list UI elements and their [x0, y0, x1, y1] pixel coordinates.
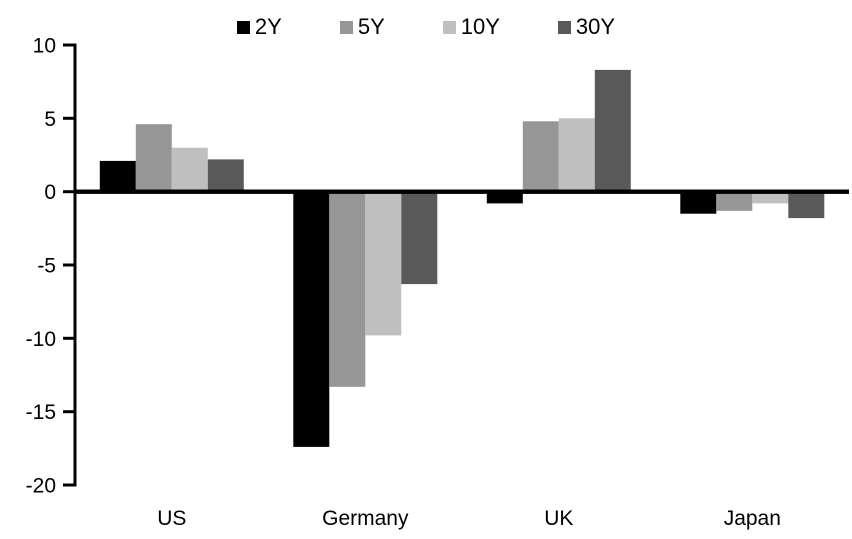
bar-japan-30y — [788, 191, 825, 219]
legend-swatch-30y — [557, 20, 571, 34]
y-axis-tick — [63, 336, 77, 340]
y-axis-tick-label: -10 — [26, 328, 56, 351]
zero-baseline — [73, 189, 849, 194]
y-axis-tick-label: -20 — [26, 475, 56, 498]
category-label-japan: Japan — [724, 507, 781, 530]
category-label-us: US — [157, 507, 186, 530]
legend-item-5y: 5Y — [339, 14, 385, 39]
chart-legend: 2Y 5Y 10Y 30Y — [0, 16, 852, 38]
legend-label-5y: 5Y — [357, 14, 385, 39]
legend-item-30y: 30Y — [557, 14, 616, 39]
legend-label-10y: 10Y — [460, 14, 500, 39]
bar-germany-10y — [365, 191, 402, 336]
bar-us-30y — [207, 159, 244, 192]
bar-uk-5y — [522, 121, 559, 192]
y-axis-tick — [63, 190, 77, 194]
category-label-germany: Germany — [322, 507, 409, 530]
y-axis-tick-label: 0 — [44, 181, 56, 204]
legend-label-30y: 30Y — [575, 14, 616, 39]
y-axis-tick-label: -15 — [26, 401, 56, 424]
y-axis-tick-label: 10 — [33, 35, 56, 58]
bar-japan-2y — [680, 191, 717, 214]
legend-swatch-10y — [442, 20, 456, 34]
bar-germany-30y — [401, 191, 438, 285]
y-axis-tick — [63, 116, 77, 120]
category-label-uk: UK — [544, 507, 573, 530]
legend-item-2y: 2Y — [236, 14, 282, 39]
bar-japan-5y — [716, 191, 753, 211]
bar-germany-5y — [329, 191, 366, 387]
bar-germany-2y — [293, 191, 330, 447]
legend-swatch-2y — [236, 20, 250, 34]
legend-item-10y: 10Y — [442, 14, 500, 39]
bar-japan-10y — [752, 191, 789, 204]
y-axis-tick — [63, 43, 77, 47]
legend-swatch-5y — [339, 20, 353, 34]
y-axis-tick-label: 5 — [44, 108, 56, 131]
bar-us-2y — [99, 160, 136, 192]
bar-uk-30y — [594, 69, 631, 192]
y-axis-tick — [63, 410, 77, 414]
y-axis-tick — [63, 263, 77, 267]
legend-label-2y: 2Y — [254, 14, 282, 39]
y-axis-tick — [63, 483, 77, 487]
bar-uk-10y — [558, 118, 595, 192]
bar-us-5y — [135, 124, 172, 192]
bar-us-10y — [171, 147, 208, 192]
y-axis-tick-label: -5 — [37, 255, 56, 278]
bar-uk-2y — [486, 191, 523, 204]
